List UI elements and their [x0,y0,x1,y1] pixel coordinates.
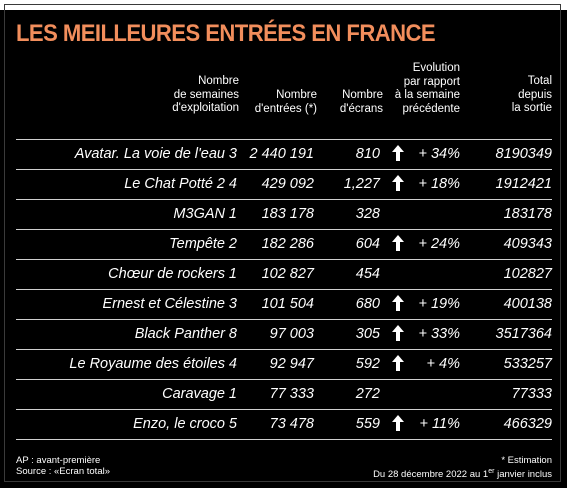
screens-count: 592 [355,356,380,372]
table-row: Avatar. La voie de l'eau 3 2 440 191 810 + 3… [16,139,552,169]
arrow-up-icon [391,414,405,432]
table-row: Tempête 2 182 286 604 + 24% 409343 [16,229,552,259]
total-entries: 533257 [503,356,552,372]
arrow-up-icon [391,144,405,162]
screens-count: 328 [355,206,380,222]
total-entries: 409343 [503,236,552,252]
total-entries: 183178 [503,206,552,222]
total-entries: 8190349 [495,146,552,162]
film-title: Tempête [169,236,225,252]
box-office-table: Avatar. La voie de l'eau 3 2 440 191 810 + 3… [16,139,552,440]
table-row: Black Panther 8 97 003 305 + 33% 3517364 [16,319,552,349]
evolution-value: + 34% [418,146,460,162]
header-entries: Nombre d'entrées (*) [254,89,317,115]
table-row: Ernest et Célestine 3 101 504 680 + 19% 40013… [16,289,552,319]
screens-count: 604 [355,236,380,252]
film-title: Chœur de rockers [108,266,225,282]
weeks-count: 1 [228,206,237,222]
entries-count: 101 504 [261,296,314,312]
entries-count: 92 947 [269,356,314,372]
footer-source: Source : «Ecran total» [16,466,110,477]
film-title: Ernest et Célestine [102,296,225,312]
film-title: Black Panther [134,326,225,342]
film-title: M3GAN [173,206,225,222]
header-weeks: Nombre de semaines d'exploitation [172,75,239,114]
entries-count: 97 003 [269,326,314,342]
evolution-value: + 19% [418,296,460,312]
top-edge-bar [0,0,567,10]
table-row: M3GAN 1 183 178 328 183178 [16,199,552,229]
evolution-value: + 4% [426,356,460,372]
arrow-up-icon [391,294,405,312]
screens-count: 454 [355,266,380,282]
arrow-up-icon [391,174,405,192]
entries-count: 182 286 [261,236,314,252]
entries-count: 77 333 [269,386,314,402]
table-row: Le Chat Potté 2 4 429 092 1,227 + 18% 1912421 [16,169,552,199]
article-frame [4,4,561,482]
total-entries: 466329 [503,416,552,432]
total-entries: 400138 [503,296,552,312]
film-title: Le Royaume des étoiles [69,356,225,372]
total-entries: 77333 [511,386,552,402]
entries-count: 73 478 [269,416,314,432]
arrow-up-icon [391,234,405,252]
total-entries: 102827 [503,266,552,282]
film-title: Le Chat Potté 2 [124,176,225,192]
entries-count: 183 178 [261,206,314,222]
weeks-count: 4 [228,176,237,192]
evolution-value: + 18% [418,176,460,192]
header-evolution: Evolution par rapport à la semaine précé… [394,62,460,115]
table-row: Le Royaume des étoiles 4 92 947 592 + 4% 5332… [16,349,552,379]
screens-count: 810 [355,146,380,162]
screens-count: 680 [355,296,380,312]
weeks-count: 4 [228,356,237,372]
footer-ap-note: AP : avant-première [16,455,101,466]
evolution-value: + 24% [418,236,460,252]
total-entries: 3517364 [495,326,552,342]
evolution-value: + 33% [418,326,460,342]
page-title: LES MEILLEURES ENTRÉES EN FRANCE [16,20,436,47]
footer-date-range: Du 28 décembre 2022 au 1er janvier inclu… [373,468,552,481]
total-entries: 1912421 [495,176,552,192]
entries-count: 429 092 [261,176,314,192]
film-title: Enzo, le croco [133,416,225,432]
screens-count: 559 [355,416,380,432]
table-row: Caravage 1 77 333 272 77333 [16,379,552,409]
header-total: Total depuis la sortie [511,75,552,114]
arrow-up-icon [391,324,405,342]
footer-notes: AP : avant-première Source : «Ecran tota… [16,455,110,477]
table-row: Enzo, le croco 5 73 478 559 + 11% 466329 [16,409,552,440]
header-screens: Nombre d'écrans [339,89,383,115]
table-row: Chœur de rockers 1 102 827 454 102827 [16,259,552,289]
evolution-value: + 11% [419,416,460,432]
weeks-count: 2 [228,236,237,252]
weeks-count: 3 [228,146,237,162]
footer-period: * Estimation Du 28 décembre 2022 au 1er … [373,455,552,480]
screens-count: 305 [355,326,380,342]
weeks-count: 1 [228,266,237,282]
entries-count: 2 440 191 [249,146,314,162]
film-title: Avatar. La voie de l'eau [74,146,225,162]
footer-estimation: * Estimation [501,455,552,466]
weeks-count: 3 [228,296,237,312]
weeks-count: 5 [228,416,237,432]
film-title: Caravage [162,386,225,402]
entries-count: 102 827 [261,266,314,282]
weeks-count: 1 [228,386,237,402]
weeks-count: 8 [228,326,237,342]
screens-count: 272 [355,386,380,402]
arrow-up-icon [391,354,405,372]
screens-count: 1,227 [343,176,380,192]
